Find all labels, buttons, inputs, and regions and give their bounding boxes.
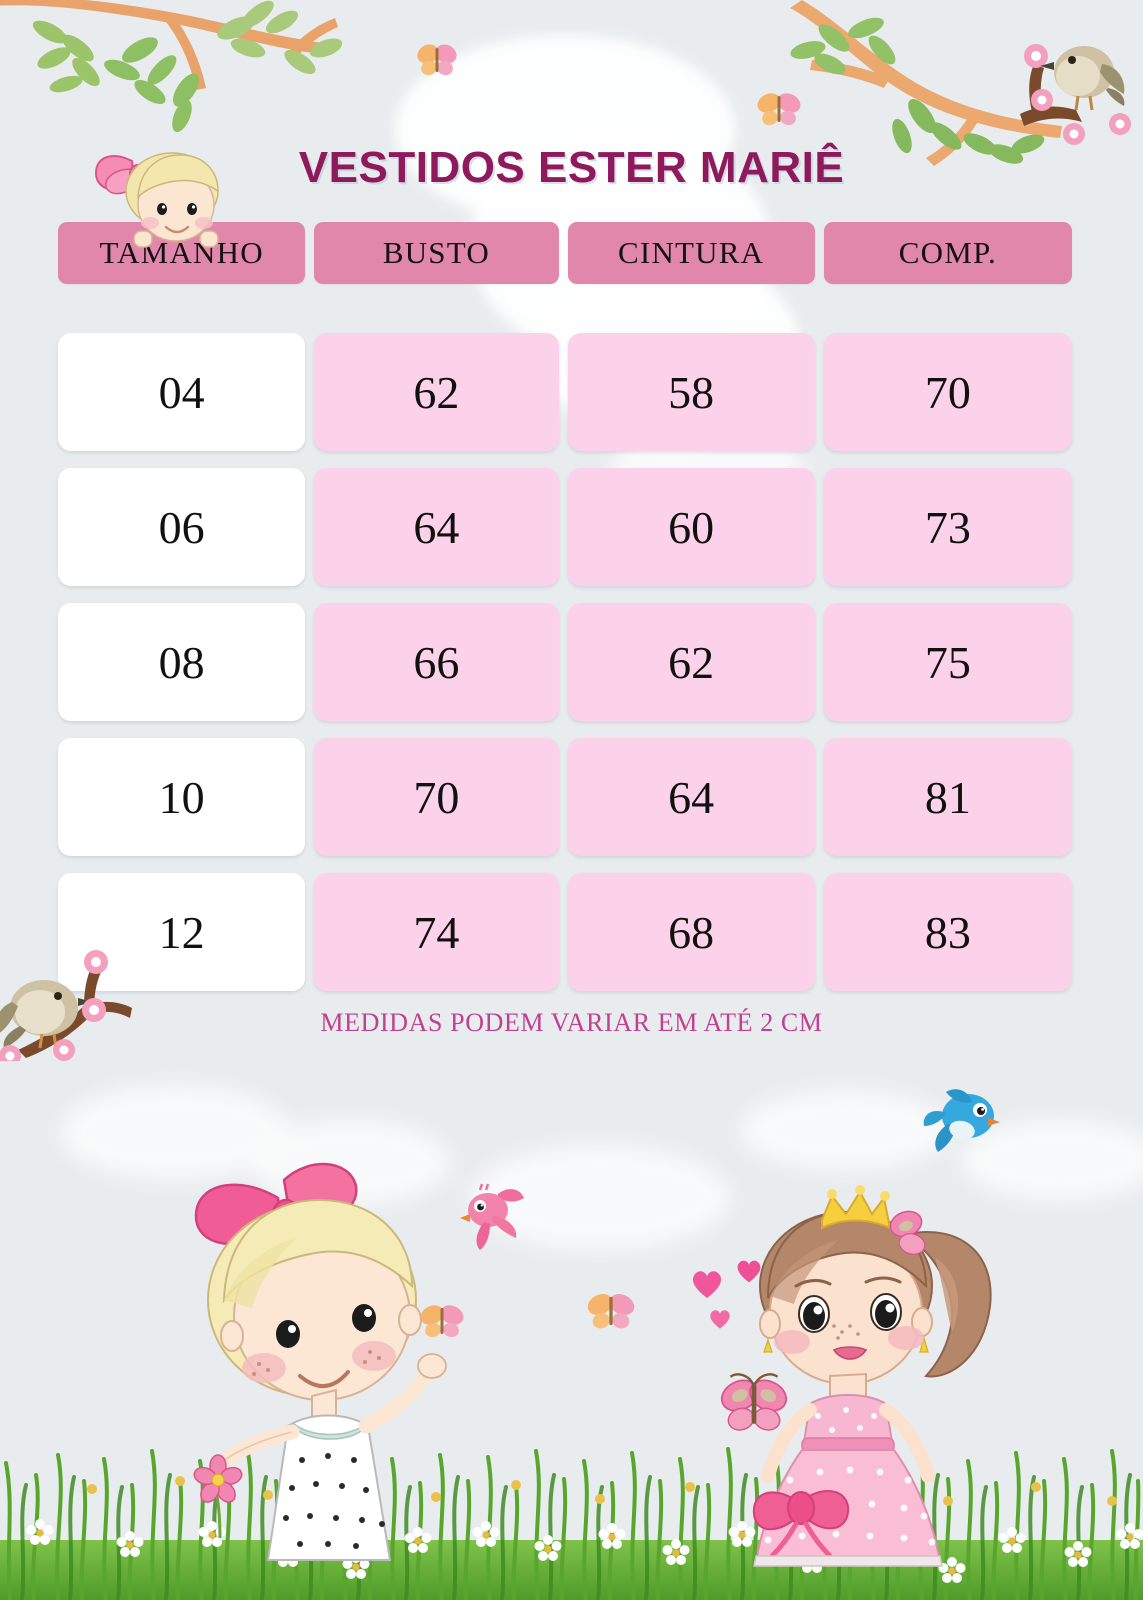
- table-header-row: TAMANHO BUSTO CINTURA COMP.: [58, 222, 1072, 284]
- cell-cintura: 62: [567, 603, 815, 721]
- table-row: 10 70 64 81: [58, 738, 1072, 856]
- cell-busto: 70: [314, 738, 559, 856]
- cell-size: 12: [58, 873, 306, 991]
- cloud-icon: [470, 1145, 730, 1250]
- table-body: 04 62 58 70 06 64 60 73 08 66 62 75 10 7…: [58, 333, 1072, 991]
- cell-comp: 81: [823, 738, 1072, 856]
- cell-busto: 66: [314, 603, 559, 721]
- butterfly-icon: [587, 1294, 635, 1329]
- measurement-note: MEDIDAS PODEM VARIAR EM ATÉ 2 CM: [320, 1008, 823, 1037]
- table-row: 06 64 60 73: [58, 468, 1072, 586]
- cloud-icon: [960, 1120, 1143, 1200]
- column-header-busto: BUSTO: [314, 222, 559, 284]
- cell-cintura: 58: [567, 333, 815, 451]
- page-title: VESTIDOS ESTER MARIÊ: [298, 143, 845, 192]
- grass-icon: [4, 1447, 1143, 1600]
- cell-size: 10: [58, 738, 306, 856]
- heart-icon: [737, 1260, 761, 1283]
- table-row: 12 74 68 83: [58, 873, 1072, 991]
- cell-cintura: 68: [567, 873, 815, 991]
- butterfly-icon: [420, 1305, 464, 1338]
- cell-comp: 83: [823, 873, 1072, 991]
- cell-busto: 74: [314, 873, 559, 991]
- butterfly-icon: [757, 93, 801, 126]
- cell-size: 04: [58, 333, 306, 451]
- size-chart-table: TAMANHO BUSTO CINTURA COMP. 04 62 58 70 …: [58, 222, 1072, 1008]
- cloud-icon: [740, 1090, 950, 1170]
- column-header-cintura: CINTURA: [567, 222, 815, 284]
- heart-icon: [692, 1271, 722, 1298]
- cell-cintura: 60: [567, 468, 815, 586]
- column-header-comp: COMP.: [823, 222, 1072, 284]
- cell-size: 08: [58, 603, 306, 721]
- cell-size: 06: [58, 468, 306, 586]
- perched-bird-icon: [1040, 46, 1125, 111]
- cell-busto: 62: [314, 333, 559, 451]
- heart-icon: [710, 1310, 730, 1329]
- cell-comp: 75: [823, 603, 1072, 721]
- cloud-icon: [250, 1120, 450, 1205]
- cell-cintura: 64: [567, 738, 815, 856]
- cell-comp: 70: [823, 333, 1072, 451]
- table-row: 08 66 62 75: [58, 603, 1072, 721]
- cell-comp: 73: [823, 468, 1072, 586]
- table-row: 04 62 58 70: [58, 333, 1072, 451]
- column-header-tamanho: TAMANHO: [58, 222, 306, 284]
- cell-busto: 64: [314, 468, 559, 586]
- blossom-icon: [1024, 44, 1131, 145]
- watercolor-branch-icon: [0, 0, 343, 133]
